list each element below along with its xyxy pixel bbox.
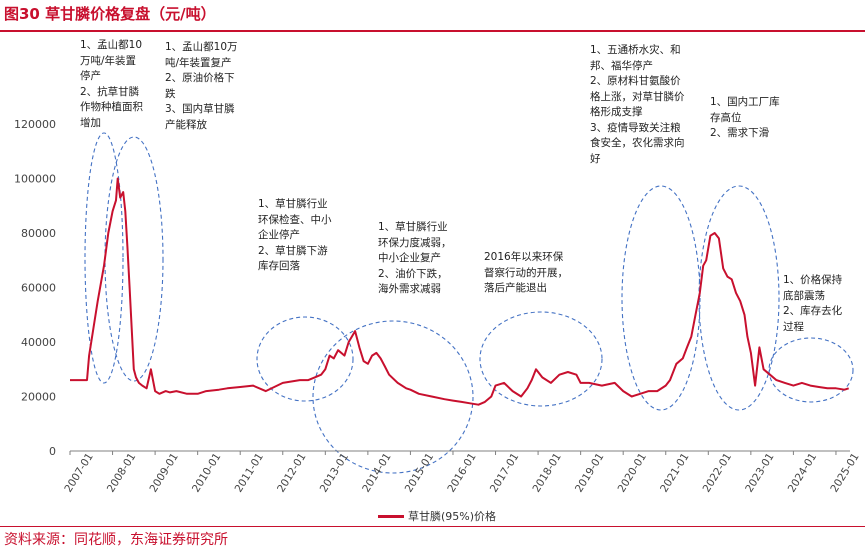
legend-swatch <box>378 514 404 518</box>
x-tick-label: 2016-01 <box>445 451 478 495</box>
series-line-glyphosate-price <box>70 177 850 406</box>
y-tick-label: 40000 <box>21 336 56 349</box>
annotation-8-line: 2、库存去化 <box>783 305 843 317</box>
annotation-3-line: 1、草甘膦行业 <box>258 198 328 210</box>
annotation-2-line: 1、孟山都10万 <box>165 41 238 53</box>
source-note: 资料来源：同花顺，东海证券研究所 <box>4 532 228 548</box>
annotation-1: 1、孟山都10 万吨/年装置 停产 2、抗草甘膦 作物种植面积 增加 <box>80 38 143 131</box>
annotation-6-line: 好 <box>590 152 601 165</box>
x-tick-label: 2010-01 <box>190 451 223 495</box>
x-tick-label: 2011-01 <box>233 451 266 495</box>
x-tick-label: 2012-01 <box>275 451 308 495</box>
x-tick-label: 2007-01 <box>62 451 95 495</box>
annotation-4-line: 中小企业复产 <box>378 252 441 264</box>
annotation-6: 1、五通桥水灾、和 邦、福华停产 2、原材料甘氨酸价 格上涨，对草甘膦价 格形成… <box>590 43 685 167</box>
x-tick-label: 2017-01 <box>488 451 521 495</box>
x-tick-label: 2025-01 <box>828 451 861 495</box>
annotation-1-line: 增加 <box>80 116 101 129</box>
annotation-2-line: 跌 <box>165 87 176 100</box>
annotation-1-line: 1、孟山都10 <box>80 39 143 51</box>
x-tick-label: 2019-01 <box>573 451 606 495</box>
annotation-6-line: 3、疫情导致关注粮 <box>590 121 681 134</box>
title-divider <box>0 30 865 32</box>
x-tick-label: 2015-01 <box>403 451 436 495</box>
annotation-4: 1、草甘膦行业 环保力度减弱， 中小企业复产 2、油价下跌， 海外需求减弱 <box>378 220 452 298</box>
x-tick-label: 2009-01 <box>147 451 180 495</box>
y-tick-label: 20000 <box>21 391 56 404</box>
x-tick-label: 2021-01 <box>658 451 691 495</box>
y-tick-label: 60000 <box>21 282 56 295</box>
x-tick-label: 2023-01 <box>743 451 776 495</box>
annotation-2-line: 3、国内草甘膦 <box>165 103 235 115</box>
annotation-ellipse <box>256 316 354 402</box>
annotation-2: 1、孟山都10万 吨/年装置复产 2、原油价格下 跌 3、国内草甘膦 产能释放 <box>165 40 238 133</box>
x-tick-label: 2018-01 <box>530 451 563 495</box>
annotation-6-line: 1、五通桥水灾、和 <box>590 44 681 56</box>
legend-label: 草甘膦(95%)价格 <box>408 510 497 523</box>
annotation-4-line: 海外需求减弱 <box>378 283 441 295</box>
annotation-7-line: 1、国内工厂库 <box>710 96 780 108</box>
annotation-8: 1、价格保持 底部震荡 2、库存去化 过程 <box>783 273 842 335</box>
annotation-3-line: 企业停产 <box>258 229 300 241</box>
annotation-ellipse <box>312 320 474 474</box>
x-tick-label: 2020-01 <box>616 451 649 495</box>
x-tick-label: 2024-01 <box>786 451 819 495</box>
annotation-3-line: 库存回落 <box>258 260 300 272</box>
annotation-5-line: 落后产能退出 <box>484 282 547 294</box>
y-tick-label: 80000 <box>21 227 56 240</box>
annotation-ellipse <box>768 337 854 403</box>
annotation-2-line: 2、原油价格下 <box>165 72 235 84</box>
annotation-6-line: 格形成支撑 <box>590 106 643 118</box>
annotation-8-line: 过程 <box>783 320 804 333</box>
annotation-1-line: 停产 <box>80 70 101 82</box>
annotation-7-line: 存高位 <box>710 111 742 124</box>
annotation-1-line: 2、抗草甘膦 <box>80 85 140 98</box>
annotation-5-line: 2016年以来环保 <box>484 251 564 263</box>
x-tick-label: 2008-01 <box>105 451 138 495</box>
annotation-8-line: 底部震荡 <box>783 289 825 302</box>
annotation-3-line: 2、草甘膦下游 <box>258 244 328 257</box>
source-divider <box>0 526 865 527</box>
annotation-3-line: 环保检查、中小 <box>258 213 332 226</box>
annotation-5: 2016年以来环保 督察行动的开展， 落后产能退出 <box>484 250 568 297</box>
x-tick-label: 2013-01 <box>318 451 351 495</box>
annotation-2-line: 吨/年装置复产 <box>165 56 232 69</box>
annotation-4-line: 2、油价下跌， <box>378 267 448 280</box>
annotation-3: 1、草甘膦行业 环保检查、中小 企业停产 2、草甘膦下游 库存回落 <box>258 197 332 275</box>
annotation-6-line: 格上涨，对草甘膦价 <box>590 90 685 103</box>
annotation-6-line: 邦、福华停产 <box>590 59 653 72</box>
annotation-6-line: 2、原材料甘氨酸价 <box>590 75 681 87</box>
chart-legend: 草甘膦(95%)价格 <box>378 508 496 524</box>
annotation-6-line: 食安全，农化需求向 <box>590 137 685 149</box>
annotation-7: 1、国内工厂库 存高位 2、需求下滑 <box>710 95 780 142</box>
annotation-ellipse <box>479 311 603 407</box>
y-tick-label: 0 <box>49 445 56 458</box>
annotation-4-line: 环保力度减弱， <box>378 236 452 249</box>
annotation-ellipse <box>84 132 124 384</box>
annotation-1-line: 作物种植面积 <box>80 101 143 113</box>
y-tick-label: 100000 <box>14 173 56 186</box>
annotation-1-line: 万吨/年装置 <box>80 54 137 67</box>
annotation-8-line: 1、价格保持 <box>783 274 843 286</box>
annotation-2-line: 产能释放 <box>165 118 207 131</box>
annotation-ellipse <box>104 136 164 382</box>
figure-title: 图30 草甘膦价格复盘（元/吨） <box>4 5 216 23</box>
annotation-ellipse <box>621 185 701 411</box>
annotation-5-line: 督察行动的开展， <box>484 266 568 279</box>
annotation-4-line: 1、草甘膦行业 <box>378 221 448 233</box>
annotation-7-line: 2、需求下滑 <box>710 127 770 139</box>
y-tick-label: 120000 <box>14 118 56 131</box>
x-tick-label: 2022-01 <box>701 451 734 495</box>
